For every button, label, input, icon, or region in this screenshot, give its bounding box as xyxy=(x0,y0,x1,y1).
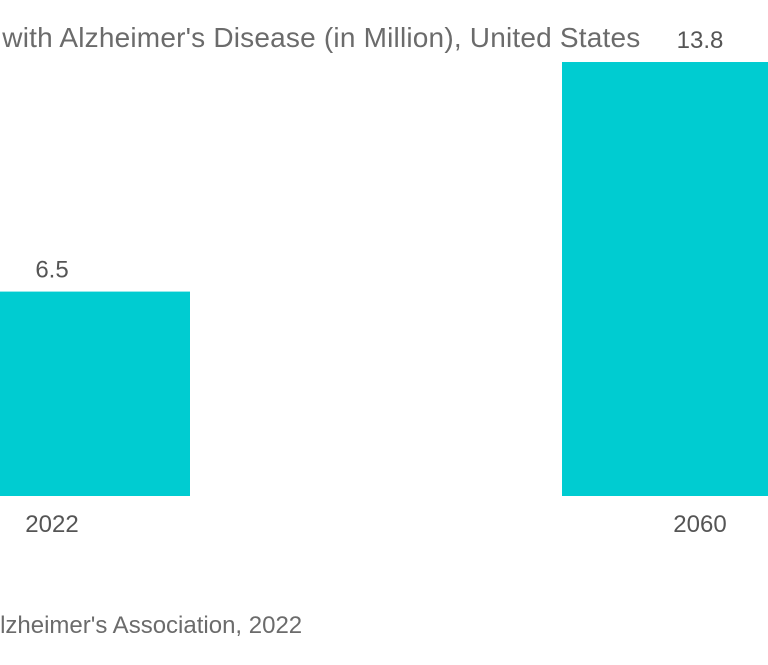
data-label-2022: 6.5 xyxy=(35,257,68,284)
x-tick-label-2060: 2060 xyxy=(673,511,726,538)
data-label-2060: 13.8 xyxy=(677,27,724,54)
source-note: Source: Alzheimer's Association, 2022 xyxy=(0,612,303,639)
bar-2060 xyxy=(562,62,768,496)
x-tick-label-2022: 2022 xyxy=(25,511,78,538)
chart-title: Population with Alzheimer's Disease (in … xyxy=(0,22,641,53)
bar-2022 xyxy=(0,291,190,496)
